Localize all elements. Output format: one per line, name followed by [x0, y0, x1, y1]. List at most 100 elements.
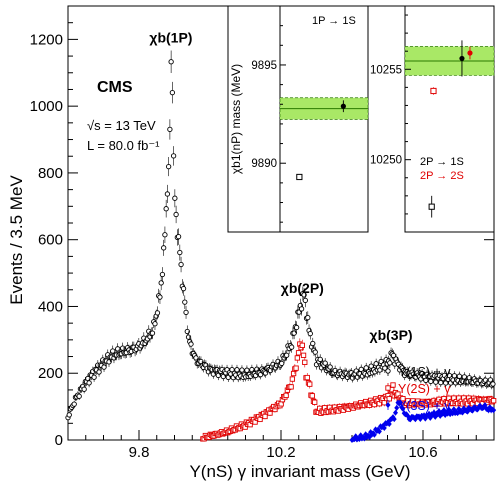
legend-marker — [385, 402, 391, 408]
legend-marker — [385, 368, 391, 374]
data-point — [309, 393, 315, 399]
y-tick-label: 800 — [38, 165, 63, 182]
inset-point — [430, 87, 437, 95]
data-point — [371, 431, 377, 438]
inset-2: 10250 10255 2P → 1S 2P → 2S — [370, 5, 495, 233]
data-point — [288, 344, 295, 350]
data-point — [394, 404, 400, 411]
data-point — [387, 360, 393, 366]
data-point — [295, 350, 302, 356]
inset-point — [340, 103, 346, 109]
data-point — [66, 412, 72, 418]
data-point — [76, 393, 82, 399]
data-point — [299, 342, 305, 348]
y-tick-label: 600 — [38, 232, 63, 249]
series-1 — [65, 50, 496, 421]
data-point — [172, 195, 178, 201]
data-point — [188, 341, 194, 347]
legend-label: Υ(3S) + γ — [398, 399, 451, 413]
legend-item: Υ(1S) + γ — [385, 365, 451, 379]
x-tick-label: 9.8 — [129, 444, 150, 461]
data-point — [163, 206, 169, 212]
data-point — [96, 369, 102, 375]
data-point — [154, 310, 161, 316]
data-point — [257, 416, 263, 423]
data-point — [234, 367, 240, 373]
data-point — [490, 381, 496, 387]
data-point — [180, 286, 187, 292]
data-point — [386, 420, 392, 427]
data-point — [182, 299, 188, 305]
data-point — [149, 330, 156, 336]
series-layer — [65, 50, 497, 443]
data-point — [456, 373, 463, 379]
y-tick-label: 200 — [38, 365, 63, 382]
data-point — [304, 374, 310, 381]
data-point — [162, 232, 168, 238]
data-point — [305, 314, 311, 321]
inset-point — [428, 203, 435, 210]
inset-point — [296, 173, 303, 181]
inset-y-tick-label: 10250 — [370, 155, 402, 167]
x-tick-label: 10.2 — [266, 444, 295, 461]
peak-label: χb(2P) — [281, 280, 324, 296]
x-axis: 9.8 10.2 10.6 — [67, 430, 495, 461]
data-point — [159, 271, 166, 278]
data-point — [381, 424, 387, 431]
inset-label: 2P → 2S — [420, 170, 464, 182]
data-point — [390, 382, 396, 388]
data-point — [169, 90, 176, 96]
peak-labels: χb(1P) χb(2P) χb(3P) — [149, 30, 412, 343]
data-point — [307, 381, 313, 387]
data-point — [293, 324, 300, 331]
data-point — [392, 409, 398, 416]
data-point — [170, 153, 177, 159]
data-point — [183, 309, 189, 315]
data-point — [71, 401, 77, 407]
data-point — [165, 163, 172, 170]
data-point — [293, 365, 299, 371]
legend-marker — [385, 385, 391, 391]
legend: Υ(1S) + γ Υ(2S) + γ Υ(3S) + γ — [385, 365, 451, 413]
data-point — [317, 356, 323, 363]
data-point — [262, 413, 268, 420]
y-tick-label: 0 — [55, 432, 63, 449]
luminosity-label: L = 80.0 fb⁻¹ — [87, 138, 160, 153]
inset-1: 9890 9895 χb1(nP) mass (MeV) 1P → 1S — [227, 5, 369, 233]
data-point — [86, 380, 92, 386]
data-point — [175, 234, 182, 240]
data-point — [168, 59, 174, 65]
x-axis-title: Υ(nS) γ invariant mass (GeV) — [189, 462, 410, 481]
data-point — [289, 376, 296, 382]
data-point — [376, 428, 382, 435]
data-point — [239, 367, 245, 373]
y-axis: 0 200 400 600 800 1000 1200 — [30, 5, 494, 449]
data-point — [490, 398, 497, 404]
data-point — [91, 374, 97, 380]
data-point — [322, 360, 328, 366]
y-tick-label: 1200 — [30, 31, 63, 48]
inset-y-axis-title: χb1(nP) mass (MeV) — [229, 64, 243, 174]
data-point — [300, 352, 307, 358]
y-axis-title: Events / 3.5 MeV — [7, 175, 26, 305]
legend-label: Υ(2S) + γ — [398, 382, 451, 396]
inset-label: 2P → 1S — [420, 156, 464, 168]
data-point — [284, 352, 290, 358]
data-point — [178, 261, 184, 268]
inset-y-tick-label: 10255 — [370, 64, 402, 76]
inset-y-tick-label: 9895 — [251, 60, 277, 72]
experiment-label: CMS — [97, 79, 133, 96]
data-point — [381, 400, 387, 406]
y-tick-label: 400 — [38, 298, 63, 315]
data-point — [152, 321, 158, 327]
data-point — [157, 294, 163, 300]
legend-label: Υ(1S) + γ — [398, 365, 451, 379]
data-point — [279, 360, 285, 367]
data-point — [298, 306, 305, 312]
data-point — [327, 364, 333, 370]
data-point — [386, 396, 392, 402]
data-point — [294, 355, 300, 361]
data-point — [167, 126, 173, 133]
energy-label: √s = 13 TeV — [87, 118, 156, 133]
